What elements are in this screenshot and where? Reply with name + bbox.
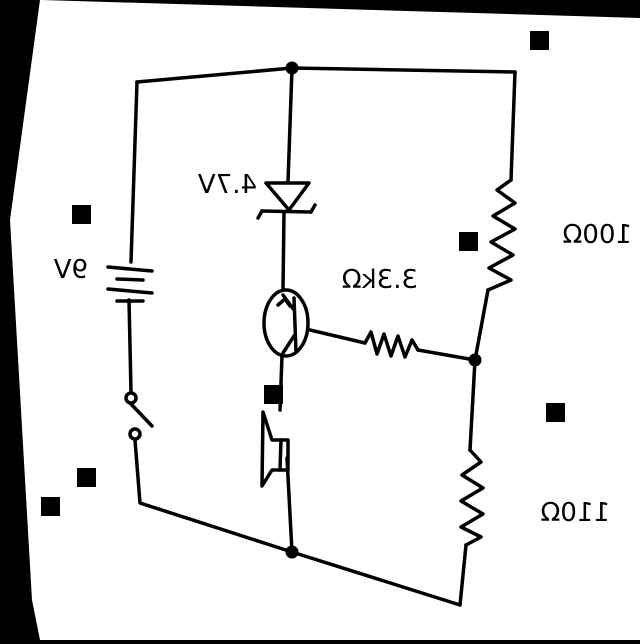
- circuit-wires: [127, 66, 517, 607]
- transistor-symbol: [262, 288, 310, 358]
- diode-symbol: [256, 181, 317, 220]
- resistor-base: [363, 330, 420, 359]
- battery-label-text: 9V: [53, 255, 88, 285]
- resistor-bottom: [459, 448, 485, 547]
- scan-artifacts: [41, 31, 565, 516]
- switch-symbol: [124, 391, 154, 441]
- speaker-symbol: [260, 410, 290, 488]
- resistor-bottom-label-text: 110Ω: [541, 498, 611, 528]
- battery-symbol: [106, 265, 154, 303]
- paper-sheet: [10, 0, 640, 640]
- junction-dots: [285, 61, 482, 559]
- diode-label-text: 4.7V: [198, 170, 257, 200]
- resistor-base-label-text: 3.3kΩ: [342, 265, 418, 295]
- resistor-top: [486, 178, 517, 292]
- resistor-top-label-text: 100Ω: [563, 220, 633, 250]
